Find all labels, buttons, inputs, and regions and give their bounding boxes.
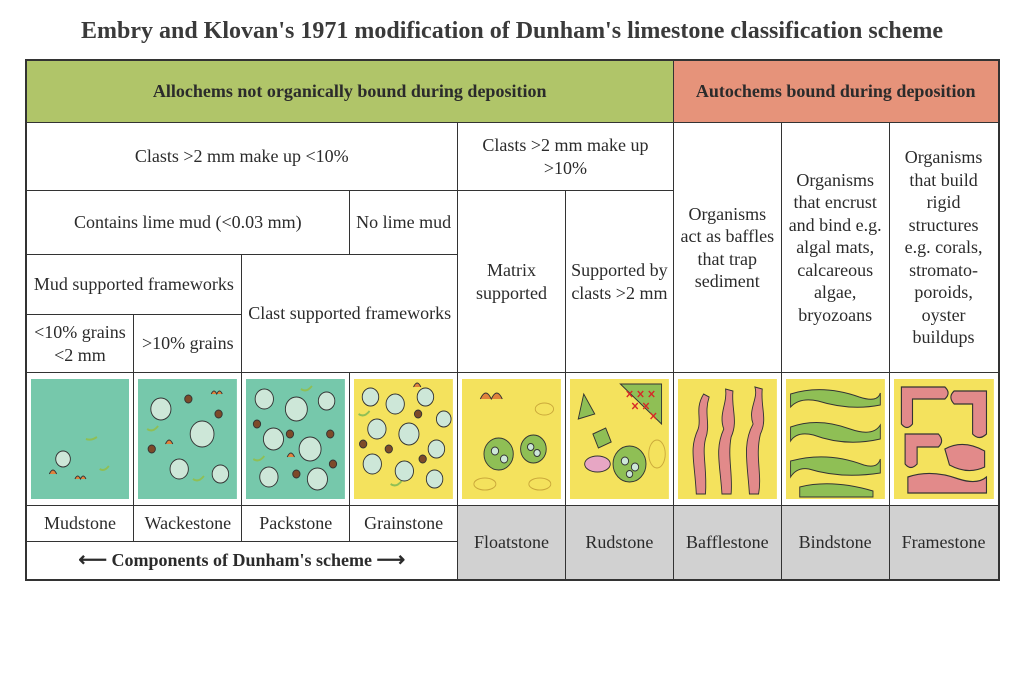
- arrow-left-icon: ⟵: [78, 549, 107, 571]
- gt10-grains: >10% grains: [134, 315, 242, 373]
- lbl-rudstone: Rudstone: [565, 506, 673, 580]
- lbl-wackestone: Wackestone: [134, 506, 242, 542]
- lbl-floatstone: Floatstone: [458, 506, 566, 580]
- header-autochems: Autochems bound during deposition: [673, 61, 998, 123]
- tile-wackestone: [134, 373, 242, 506]
- classification-table: Allochems not organically bound during d…: [25, 59, 1000, 581]
- no-mud: No lime mud: [350, 191, 458, 255]
- matrix-supported: Matrix supported: [458, 191, 566, 373]
- tile-grainstone: [350, 373, 458, 506]
- lbl-grainstone: Grainstone: [350, 506, 458, 542]
- tile-packstone: [242, 373, 350, 506]
- desc-encrust: Organisms that encrust and bind e.g. alg…: [781, 123, 889, 373]
- tile-bafflestone: [673, 373, 781, 506]
- arrow-right-icon: ⟶: [377, 549, 406, 571]
- contains-mud: Contains lime mud (<0.03 mm): [26, 191, 350, 255]
- clast-supported: Clast supported frameworks: [242, 255, 458, 373]
- lbl-packstone: Packstone: [242, 506, 350, 542]
- lbl-bafflestone: Bafflestone: [673, 506, 781, 580]
- tile-mudstone: [26, 373, 134, 506]
- desc-rigid: Organisms that build rigid structures e.…: [889, 123, 998, 373]
- desc-baffles: Organisms act as baffles that trap sedim…: [673, 123, 781, 373]
- tile-bindstone: [781, 373, 889, 506]
- mud-supported: Mud supported frameworks: [26, 255, 242, 315]
- clasts-lt10: Clasts >2 mm make up <10%: [26, 123, 458, 191]
- tile-floatstone: [458, 373, 566, 506]
- lbl-mudstone: Mudstone: [26, 506, 134, 542]
- lbl-bindstone: Bindstone: [781, 506, 889, 580]
- page-title: Embry and Klovan's 1971 modification of …: [24, 18, 1000, 45]
- clasts-gt10: Clasts >2 mm make up >10%: [458, 123, 674, 191]
- clast-gt2-supported: Supported by clasts >2 mm: [565, 191, 673, 373]
- tile-framestone: [889, 373, 998, 506]
- tile-rudstone: [565, 373, 673, 506]
- header-allochems: Allochems not organically bound during d…: [26, 61, 673, 123]
- lt10-grains: <10% grains <2 mm: [26, 315, 134, 373]
- footer-dunham: ⟵ Components of Dunham's scheme ⟶: [26, 541, 458, 579]
- footer-text: Components of Dunham's scheme: [112, 550, 373, 570]
- lbl-framestone: Framestone: [889, 506, 998, 580]
